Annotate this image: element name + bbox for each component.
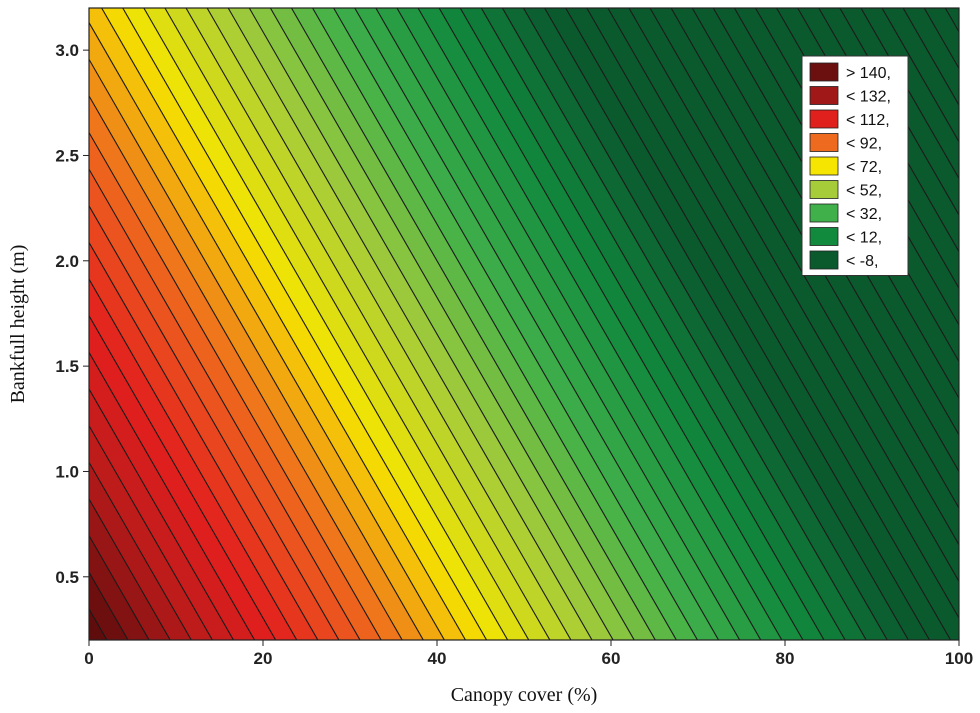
legend-swatch <box>809 180 839 199</box>
y-tick-label: 1.0 <box>55 462 79 481</box>
x-tick-label: 40 <box>428 649 447 668</box>
legend-label: < 132, <box>846 89 891 106</box>
legend-label: < -8, <box>846 253 878 270</box>
contour-line <box>89 94 403 640</box>
contour-line <box>312 8 677 640</box>
y-axis-ticks: 0.5 1.0 1.5 2.0 2.5 3.0 <box>55 41 89 587</box>
legend-label: < 52, <box>846 183 882 200</box>
contour-line <box>480 8 846 640</box>
contour-line <box>396 8 762 640</box>
contour-line <box>89 387 234 640</box>
legend-swatch <box>809 133 839 152</box>
legend-swatch <box>809 227 839 246</box>
contour-line <box>290 8 656 640</box>
plot-area-frame <box>88 7 960 641</box>
contour-line <box>375 8 741 640</box>
contour-line <box>89 131 382 640</box>
y-axis-title: Bankfull height (m) <box>7 245 29 404</box>
legend-label: < 32, <box>846 206 882 223</box>
legend-swatch <box>809 203 839 223</box>
x-axis-ticks: 0 20 40 60 80 100 <box>84 640 973 668</box>
legend: > 140, < 132, < 112, < 92, < 72, < 52, < 32, < … <box>801 55 909 276</box>
y-tick-label: 2.0 <box>55 252 79 271</box>
y-tick-label: 0.5 <box>55 568 79 587</box>
x-tick-label: 100 <box>945 649 973 668</box>
contour-line <box>670 8 959 510</box>
contour-line <box>712 8 959 436</box>
contour-line <box>89 278 298 640</box>
legend-swatch <box>809 62 839 82</box>
x-tick-label: 20 <box>254 649 273 668</box>
legend-swatch <box>809 250 839 270</box>
contour-line <box>544 8 909 640</box>
legend-label: < 92, <box>846 136 882 153</box>
contour-line <box>417 8 783 640</box>
y-tick-label: 3.0 <box>55 41 79 60</box>
contour-line <box>89 461 192 640</box>
contour-line <box>89 351 256 640</box>
contour-line <box>206 8 572 640</box>
contour-line <box>354 8 720 640</box>
contour-line <box>881 8 959 143</box>
contour-line <box>89 168 361 640</box>
contour-line <box>586 8 952 640</box>
contour-line <box>607 8 959 620</box>
contour-line <box>565 8 930 640</box>
contour-line <box>101 8 466 640</box>
contour-line <box>733 8 959 400</box>
contour-line <box>248 8 614 640</box>
legend-swatch <box>809 156 839 176</box>
contour-line <box>522 8 888 640</box>
contour-line <box>185 8 551 640</box>
contour-line <box>459 8 825 640</box>
contour-line <box>89 204 340 640</box>
contour-line <box>89 314 277 640</box>
contour-line <box>691 8 959 473</box>
legend-swatch <box>809 109 839 129</box>
contour-line <box>122 8 488 640</box>
contour-line <box>438 8 804 640</box>
legend-label: < 12, <box>846 230 882 247</box>
x-axis-title: Canopy cover (%) <box>451 684 598 706</box>
legend-label: < 72, <box>846 159 882 176</box>
contour-line <box>89 497 171 640</box>
y-tick-label: 1.5 <box>55 357 79 376</box>
contour-line <box>89 241 319 640</box>
contour-line <box>89 424 213 640</box>
x-tick-label: 60 <box>602 649 621 668</box>
legend-swatch <box>809 86 839 105</box>
contour-line-layer <box>89 8 980 640</box>
contour-line <box>501 8 867 640</box>
contour-band <box>966 8 980 640</box>
contour-line <box>649 8 959 546</box>
y-tick-label: 2.5 <box>55 146 79 165</box>
x-tick-label: 0 <box>84 649 93 668</box>
contour-line <box>860 8 959 180</box>
contour-line <box>966 8 980 640</box>
contour-line <box>333 8 698 640</box>
contour-line <box>143 8 509 640</box>
legend-label: < 112, <box>846 112 890 129</box>
legend-label: > 140, <box>846 65 891 82</box>
contour-line <box>164 8 530 640</box>
contour-line <box>89 21 445 640</box>
x-tick-label: 80 <box>776 649 795 668</box>
contour-line <box>628 8 959 583</box>
contour-line <box>89 58 424 640</box>
contour-line <box>269 8 635 640</box>
contour-line <box>227 8 593 640</box>
